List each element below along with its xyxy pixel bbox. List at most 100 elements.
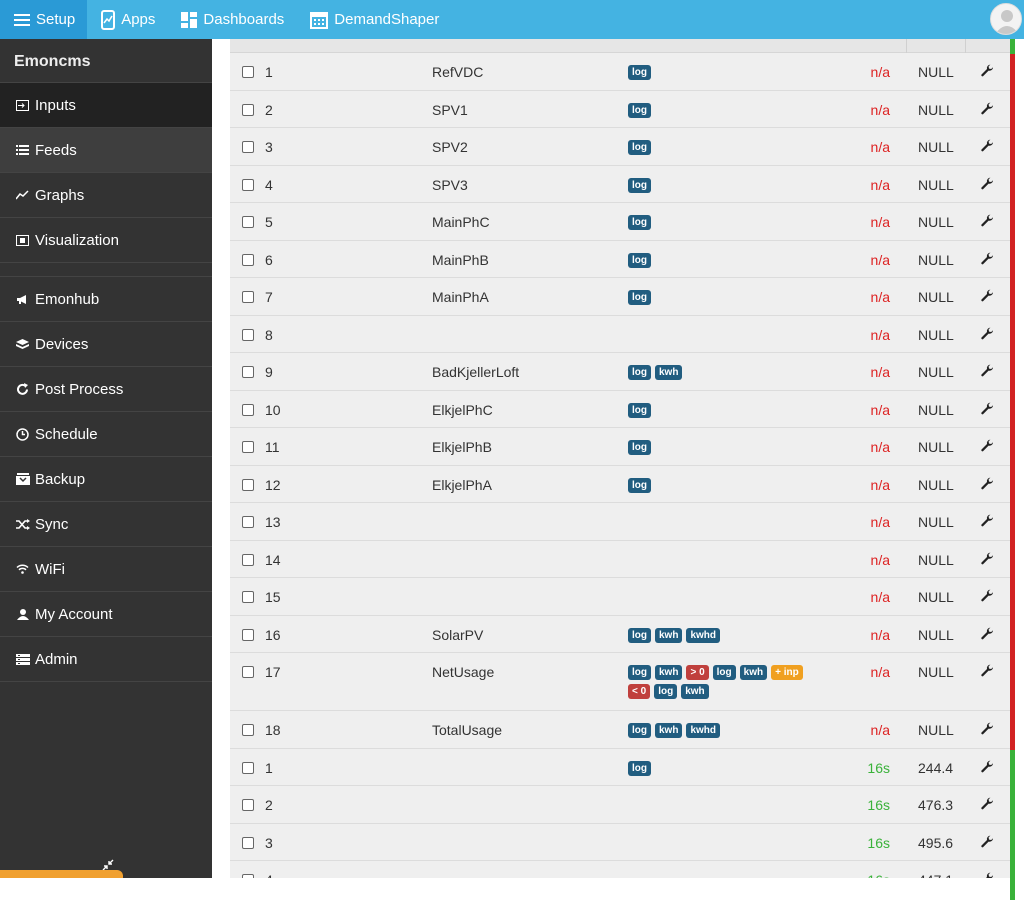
sidebar-item-inputs[interactable]: Inputs — [0, 83, 212, 128]
sidebar-item-visualization[interactable]: Visualization — [0, 218, 212, 263]
process-list: log — [628, 102, 813, 118]
sidebar-item-feeds[interactable]: Feeds — [0, 128, 212, 173]
wrench-icon[interactable] — [980, 664, 994, 678]
wrench-icon[interactable] — [980, 327, 994, 341]
table-row[interactable]: 3 SPV2 log n/a NULL — [230, 128, 1010, 166]
status-strip — [1010, 91, 1015, 129]
wrench-icon[interactable] — [980, 552, 994, 566]
collapse-sidebar-icon[interactable] — [102, 858, 114, 871]
wrench-icon[interactable] — [980, 402, 994, 416]
row-select-checkbox[interactable] — [242, 141, 254, 153]
table-row[interactable]: 9 BadKjellerLoft log kwh n/a NULL — [230, 353, 1010, 391]
wrench-icon[interactable] — [980, 289, 994, 303]
sidebar-item-sync[interactable]: Sync — [0, 502, 212, 547]
nav-setup[interactable]: Setup — [0, 0, 88, 39]
sidebar-item-backup[interactable]: Backup — [0, 457, 212, 502]
input-id: 8 — [265, 326, 273, 343]
table-row[interactable]: 2 16s 476.3 — [230, 786, 1010, 824]
row-select-checkbox[interactable] — [242, 478, 254, 491]
row-select-checkbox[interactable] — [242, 253, 254, 266]
input-id: 1 — [265, 759, 273, 776]
process-list: log — [628, 252, 813, 268]
table-row[interactable]: 17 NetUsage log kwh > 0 log kwh + inp < 0 log kwh n… — [230, 653, 1010, 711]
wrench-icon[interactable] — [980, 627, 994, 641]
wrench-icon[interactable] — [980, 102, 994, 116]
table-row[interactable]: 6 MainPhB log n/a NULL — [230, 240, 1010, 278]
row-select-checkbox[interactable] — [242, 836, 254, 849]
table-row[interactable]: 14 n/a NULL — [230, 540, 1010, 578]
wrench-icon[interactable] — [980, 139, 994, 153]
input-value: NULL — [918, 514, 954, 530]
wrench-icon[interactable] — [980, 477, 994, 491]
table-row[interactable]: 16 SolarPV log kwh kwhd n/a NULL — [230, 615, 1010, 653]
table-row[interactable]: 1 RefVDC log n/a NULL — [230, 53, 1010, 91]
row-select-checkbox[interactable] — [242, 799, 254, 811]
wrench-icon[interactable] — [980, 760, 994, 774]
table-row[interactable]: 10 ElkjelPhC log n/a NULL — [230, 390, 1010, 428]
process-badge: log — [628, 65, 651, 80]
nav-dashboards[interactable]: Dashboards — [167, 0, 296, 39]
wrench-icon[interactable] — [980, 252, 994, 266]
table-row[interactable]: 13 n/a NULL — [230, 503, 1010, 541]
row-select-checkbox[interactable] — [242, 874, 254, 878]
row-select-checkbox[interactable] — [242, 216, 254, 228]
table-row[interactable]: 2 SPV1 log n/a NULL — [230, 90, 1010, 128]
page-scrollbar[interactable] — [1015, 39, 1024, 878]
table-row[interactable]: 4 SPV3 log n/a NULL — [230, 165, 1010, 203]
sidebar-item-my-account[interactable]: My Account — [0, 592, 212, 637]
process-list: log — [628, 477, 813, 493]
nav-apps[interactable]: Apps — [87, 0, 167, 39]
input-id: 15 — [265, 589, 281, 605]
sidebar-item-post-process[interactable]: Post Process — [0, 367, 212, 412]
table-row[interactable]: 18 TotalUsage log kwh kwhd n/a NULL — [230, 711, 1010, 749]
row-select-checkbox[interactable] — [242, 666, 254, 678]
status-strip — [1010, 39, 1015, 54]
wrench-icon[interactable] — [980, 439, 994, 453]
wrench-icon[interactable] — [980, 177, 994, 191]
wrench-icon[interactable] — [980, 589, 994, 603]
table-row[interactable]: 15 n/a NULL — [230, 578, 1010, 616]
wrench-icon[interactable] — [980, 64, 994, 78]
wrench-icon[interactable] — [980, 797, 994, 811]
last-updated: 16s — [867, 872, 890, 878]
row-select-checkbox[interactable] — [242, 291, 254, 303]
table-row[interactable]: 1 log 16s 244.4 — [230, 748, 1010, 786]
row-select-checkbox[interactable] — [242, 761, 254, 774]
row-select-checkbox[interactable] — [242, 403, 254, 416]
process-badge: log — [628, 402, 651, 418]
sidebar-item-devices[interactable]: Devices — [0, 322, 212, 367]
row-select-checkbox[interactable] — [242, 516, 254, 528]
row-select-checkbox[interactable] — [242, 628, 254, 641]
row-select-checkbox[interactable] — [242, 441, 254, 453]
table-row[interactable]: 12 ElkjelPhA log n/a NULL — [230, 465, 1010, 503]
user-avatar[interactable] — [990, 3, 1022, 35]
row-select-checkbox[interactable] — [242, 66, 254, 78]
wrench-icon[interactable] — [980, 514, 994, 528]
table-row[interactable]: 5 MainPhC log n/a NULL — [230, 203, 1010, 241]
sidebar-item-admin[interactable]: Admin — [0, 637, 212, 682]
nav-demandshaper[interactable]: DemandShaper — [296, 0, 451, 39]
table-row[interactable]: 4 16s 447.1 — [230, 861, 1010, 878]
wrench-icon[interactable] — [980, 214, 994, 228]
table-row[interactable]: 7 MainPhA log n/a NULL — [230, 278, 1010, 316]
table-row[interactable]: 11 ElkjelPhB log n/a NULL — [230, 428, 1010, 466]
sidebar-item-schedule[interactable]: Schedule — [0, 412, 212, 457]
sidebar-item-wifi[interactable]: WiFi — [0, 547, 212, 592]
table-row[interactable]: 3 16s 495.6 — [230, 823, 1010, 861]
row-select-checkbox[interactable] — [242, 724, 254, 736]
wrench-icon[interactable] — [980, 722, 994, 736]
row-select-checkbox[interactable] — [242, 328, 254, 341]
wrench-icon[interactable] — [980, 872, 994, 878]
row-select-checkbox[interactable] — [242, 103, 254, 116]
row-select-checkbox[interactable] — [242, 553, 254, 566]
wrench-icon[interactable] — [980, 835, 994, 849]
sidebar-item-graphs[interactable]: Graphs — [0, 173, 212, 218]
nav-dashboards-label: Dashboards — [203, 11, 285, 28]
row-select-checkbox[interactable] — [242, 591, 254, 603]
sidebar-item-emonhub[interactable]: Emonhub — [0, 277, 212, 322]
row-select-checkbox[interactable] — [242, 366, 254, 378]
wrench-icon[interactable] — [980, 364, 994, 378]
table-row[interactable]: 8 n/a NULL — [230, 315, 1010, 353]
row-select-checkbox[interactable] — [242, 178, 254, 191]
process-list: log — [628, 215, 813, 230]
